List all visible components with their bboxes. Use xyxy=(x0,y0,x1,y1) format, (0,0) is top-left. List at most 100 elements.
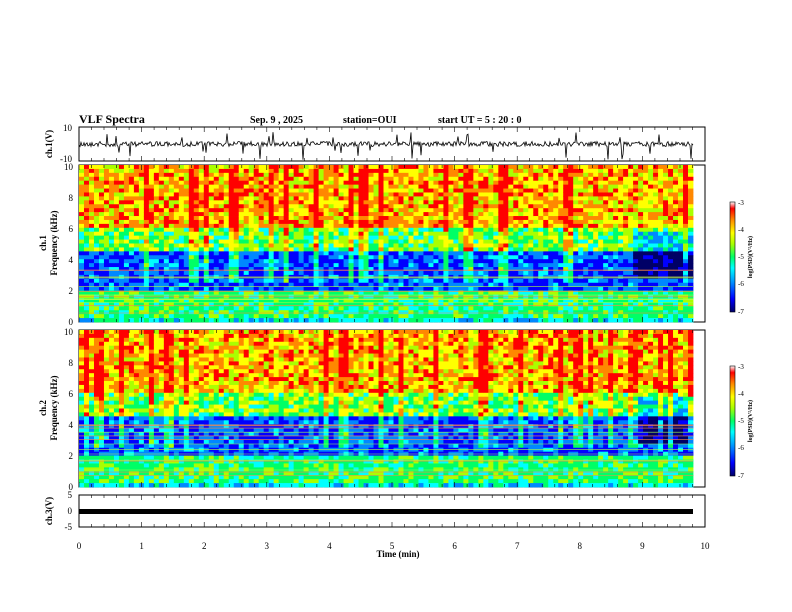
ch1-spec-cell xyxy=(478,227,484,233)
ch1-spec-cell xyxy=(518,243,524,248)
ch2-spec-cell xyxy=(79,388,85,394)
ch1-spec-cell xyxy=(178,172,185,178)
ch1-spec-cell xyxy=(303,180,310,186)
ch1-spec-cell xyxy=(453,306,459,311)
ch1-spec-cell xyxy=(163,188,170,193)
ch1-spec-cell xyxy=(438,231,444,237)
ch1-spec-cell xyxy=(348,168,354,174)
ch1-spec-cell xyxy=(308,318,315,323)
ch1-spec-cell xyxy=(363,176,369,182)
ch1-spec-cell xyxy=(228,270,235,276)
ch1-spec-cell xyxy=(79,204,85,209)
ch1-spec-cell xyxy=(258,259,265,264)
ch1-spec-cell xyxy=(673,286,679,292)
ch1-spec-cell xyxy=(453,168,459,174)
ch1-spec-cell xyxy=(133,247,140,252)
ch1-spec-cell xyxy=(293,306,300,311)
ch1-spec-cell xyxy=(178,270,185,276)
ch1-spec-cell xyxy=(588,318,594,323)
ch1-spec-cell xyxy=(563,286,569,292)
ch1-spec-cell xyxy=(163,282,170,288)
ch1-spec-cell xyxy=(98,176,105,182)
ch1-spec-cell xyxy=(368,251,374,256)
ch1-spec-cell xyxy=(663,270,669,276)
ch1-spec-cell xyxy=(448,259,454,264)
ch1-spec-cell xyxy=(88,286,95,292)
ch1-spec-cell xyxy=(483,165,489,170)
ch1-spec-cell xyxy=(418,204,424,209)
ch1-spec-cell xyxy=(363,180,369,186)
ch1-spec-cell xyxy=(583,290,589,295)
ch1-spec-cell xyxy=(263,302,270,307)
ch1-spec-cell xyxy=(413,310,419,315)
ch1-spec-cell xyxy=(193,251,200,256)
ch1-spec-cell xyxy=(158,180,165,186)
ch1-spec-cell xyxy=(333,180,339,186)
ch1-spec-cell xyxy=(628,208,634,213)
ch1-spec-cell xyxy=(218,176,225,182)
ch1-spec-cell xyxy=(523,212,529,217)
ch1-spec-cell xyxy=(263,165,270,170)
ch1-spec-cell xyxy=(93,208,100,213)
ch1-spec-cell xyxy=(153,188,160,193)
ch1-spec-cell xyxy=(143,184,150,189)
ch1-spec-cell xyxy=(113,310,120,315)
ch1-spec-cell xyxy=(203,200,210,205)
ch1-spec-cell xyxy=(628,318,634,323)
ch1-spec-cell xyxy=(233,267,240,272)
ch2-spec-cell xyxy=(79,384,85,390)
ch1-spec-cell xyxy=(248,290,255,295)
ch1-spec-cell xyxy=(208,247,215,252)
ch1-spec-cell xyxy=(153,180,160,186)
ch1-spec-cell xyxy=(93,282,100,288)
ch1-spec-cell xyxy=(503,298,509,303)
ch1-spec-cell xyxy=(123,247,130,252)
ch1-spec-cell xyxy=(248,314,255,319)
ch1-spec-cell xyxy=(153,219,160,225)
ch1-spec-cell xyxy=(308,243,315,248)
ch1-spec-cell xyxy=(333,251,339,256)
ch1-spec-cell xyxy=(433,314,439,319)
ch1-spec-cell xyxy=(83,314,90,319)
ch1-spec-cell xyxy=(488,290,494,295)
ch1-spec-cell xyxy=(678,176,684,182)
ch1-spec-cell xyxy=(453,282,459,288)
ch1-spec-cell xyxy=(353,302,359,307)
ch1-spec-cell xyxy=(103,212,110,217)
ch2-spec-cell xyxy=(79,432,85,437)
ch1-spec-cell xyxy=(538,172,544,178)
ch1-spec-cell xyxy=(583,314,589,319)
ch1-spec-cell xyxy=(463,298,469,303)
ch1-spec-cell xyxy=(343,184,349,189)
ch1-spec-cell xyxy=(533,176,539,182)
ch1-spec-cell xyxy=(288,298,295,303)
ch1-spec-cell xyxy=(243,196,250,201)
ch1-spec-cell xyxy=(208,243,215,248)
ch1-spec-cell xyxy=(478,168,484,174)
ch1-spec-cell xyxy=(408,259,414,264)
ch1-spec-cell xyxy=(648,314,654,319)
ch1-spec-cell xyxy=(453,188,459,193)
ch1-spec-cell xyxy=(193,255,200,260)
ch1-spec-cell xyxy=(303,318,310,323)
ch1-spec-cell xyxy=(573,282,579,288)
ch1-spec-cell xyxy=(663,310,669,315)
ch1-spec-cell xyxy=(253,196,260,201)
ch1-spec-cell xyxy=(438,278,444,284)
ch1-spec-cell xyxy=(163,302,170,307)
ch1-spec-cell xyxy=(223,172,230,178)
ch2-spec-cell xyxy=(79,404,85,409)
ch1-spec-cell xyxy=(358,286,364,292)
ch1-spec-cell xyxy=(438,196,444,201)
ch1-spec-cell xyxy=(493,267,499,272)
ch1-spec-cell xyxy=(443,302,449,307)
ch1-spec-cell xyxy=(118,188,125,193)
ch1-spec-cell xyxy=(553,282,559,288)
ch1-spec-cell xyxy=(543,270,549,276)
ch1-spec-cell xyxy=(463,188,469,193)
ch1-spec-cell xyxy=(193,286,200,292)
ch1-spec-cell xyxy=(423,208,429,213)
ch1-spec-cell xyxy=(228,306,235,311)
ch1-spec-cell xyxy=(628,243,634,248)
ch1-spec-cell xyxy=(623,314,629,319)
